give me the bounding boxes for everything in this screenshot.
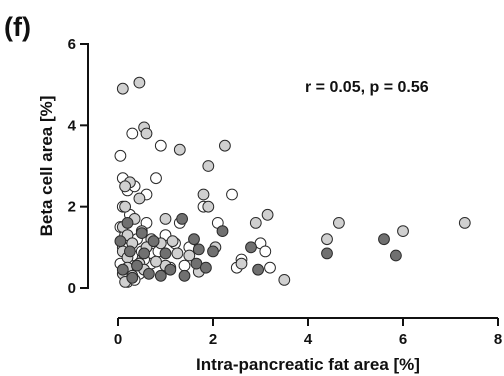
y-tick-label: 6	[68, 36, 76, 53]
data-point-light	[397, 225, 409, 238]
data-point-light	[278, 274, 291, 286]
data-point-dark	[176, 213, 189, 225]
data-point-light	[249, 217, 262, 229]
data-point-dark	[200, 261, 212, 274]
data-point-light	[197, 188, 210, 201]
y-ticks: 0 2 4 6	[68, 36, 88, 297]
y-tick-label: 2	[68, 199, 76, 216]
data-point-dark	[121, 217, 134, 229]
data-point-open	[126, 127, 139, 140]
data-point-light	[333, 217, 345, 229]
data-point-light	[116, 82, 129, 95]
data-point-dark	[131, 259, 143, 272]
data-point-dark	[252, 263, 265, 276]
data-point-light	[219, 139, 231, 152]
x-tick-label: 6	[399, 331, 407, 348]
data-point-open	[150, 172, 162, 185]
x-axis-label: Intra-pancreatic fat area [%]	[196, 355, 420, 374]
data-point-light	[173, 143, 186, 156]
data-point-open	[114, 149, 127, 162]
data-point-light	[183, 249, 196, 262]
data-point-light	[133, 76, 146, 89]
data-point-open	[226, 188, 238, 201]
data-point-light	[235, 257, 248, 270]
data-point-light	[119, 180, 131, 193]
data-point-dark	[245, 241, 257, 254]
correlation-annotation: r = 0.05, p = 0.56	[305, 79, 429, 96]
y-axis-label: Beta cell area [%]	[37, 96, 56, 237]
data-point-dark	[114, 235, 127, 248]
x-ticks: 0 2 4 6 8	[114, 318, 502, 348]
x-tick-label: 0	[114, 331, 122, 348]
data-point-light	[166, 235, 179, 248]
data-point-dark	[123, 245, 136, 258]
data-point-light	[321, 233, 333, 246]
data-point-open	[259, 245, 272, 258]
data-point-dark	[143, 267, 155, 280]
data-point-light	[133, 192, 146, 205]
y-tick-label: 0	[68, 280, 76, 297]
x-tick-label: 2	[209, 331, 217, 348]
data-point-dark	[147, 235, 160, 248]
data-point-dark	[138, 247, 151, 260]
data-point-dark	[207, 245, 219, 258]
data-point-dark	[159, 247, 172, 260]
data-point-dark	[188, 233, 200, 246]
data-point-light	[140, 127, 153, 140]
data-point-dark	[135, 227, 148, 240]
data-point-light	[458, 217, 471, 229]
data-point-dark	[178, 269, 191, 282]
data-point-light	[261, 208, 274, 221]
data-point-dark	[390, 249, 402, 262]
data-point-dark	[321, 247, 333, 260]
data-point-open	[154, 139, 167, 152]
data-point-light	[202, 200, 215, 213]
x-tick-label: 4	[304, 331, 313, 348]
data-points	[114, 76, 471, 288]
panel-label: (f)	[4, 12, 31, 42]
data-point-dark	[216, 225, 229, 238]
data-point-dark	[192, 243, 205, 256]
data-point-light	[119, 200, 131, 213]
data-point-light	[150, 255, 162, 268]
y-tick-label: 4	[68, 117, 77, 134]
data-point-open	[264, 261, 276, 274]
data-point-dark	[164, 263, 177, 276]
data-point-dark	[378, 233, 390, 246]
data-point-light	[171, 247, 184, 260]
x-tick-label: 8	[494, 331, 502, 348]
data-point-dark	[154, 269, 167, 282]
data-point-dark	[116, 263, 129, 276]
data-point-light	[159, 213, 172, 225]
data-point-light	[202, 160, 215, 172]
data-point-dark	[126, 271, 139, 284]
data-point-open	[178, 259, 191, 272]
